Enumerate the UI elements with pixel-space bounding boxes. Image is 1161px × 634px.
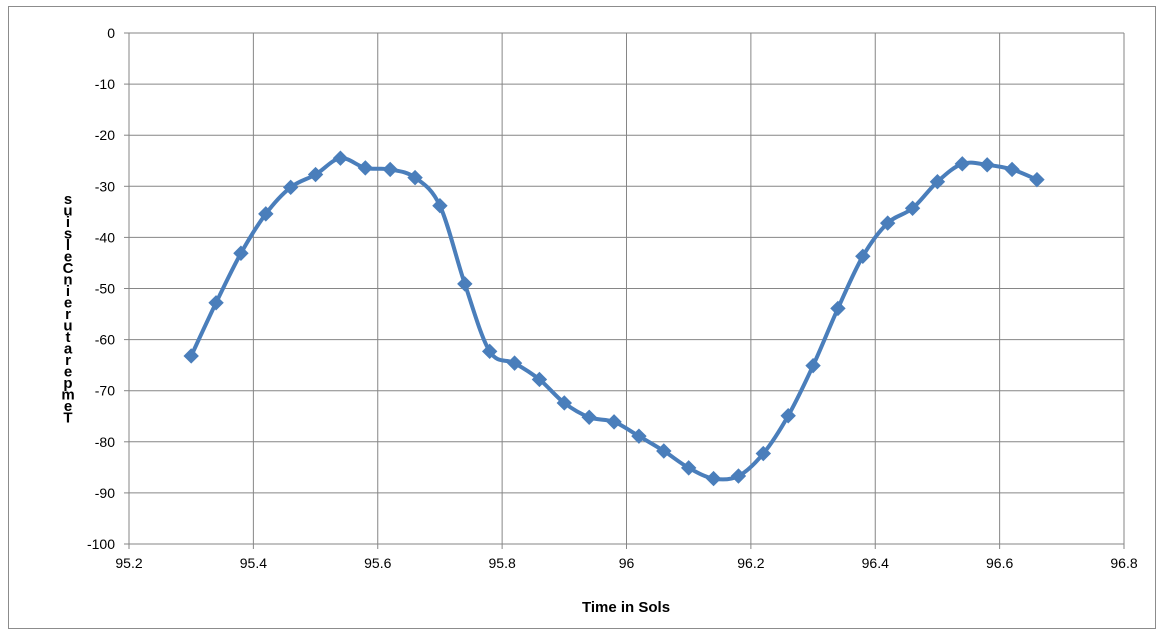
data-point-marker (730, 468, 747, 484)
y-axis-title-char: t (66, 329, 71, 346)
series-markers (183, 150, 1045, 487)
y-axis-title-char: u (63, 203, 72, 220)
y-tick-label: -50 (95, 281, 115, 297)
data-point-marker (233, 245, 249, 261)
y-axis-title-char: u (63, 318, 72, 335)
y-axis-title-char: s (64, 226, 72, 243)
data-point-marker (307, 166, 324, 183)
data-point-marker (432, 198, 448, 214)
y-tick-label: -20 (95, 127, 115, 143)
x-tick-label: 96.8 (1110, 555, 1137, 571)
data-point-marker (357, 160, 374, 176)
data-point-marker (1004, 161, 1020, 178)
y-tick-label: -90 (95, 485, 115, 501)
gridlines (124, 32, 1125, 549)
data-point-marker (680, 460, 697, 476)
data-point-marker (780, 408, 796, 424)
y-axis-title-char: m (61, 387, 74, 404)
y-axis-title-char: C (63, 260, 74, 277)
y-axis-title-char: l (66, 237, 70, 254)
data-point-marker (1029, 171, 1045, 188)
x-tick-label: 95.8 (489, 555, 516, 571)
data-point-marker (581, 409, 597, 425)
y-tick-label: -10 (95, 76, 115, 92)
y-axis-ticks: 0 -10 -20 -30 -40 -50 -60 -70 -80 -90 -100 (87, 25, 115, 552)
y-axis-title-char: i (66, 283, 70, 300)
data-point-marker (656, 443, 672, 459)
data-point-marker (332, 150, 349, 166)
y-tick-label: -30 (95, 178, 115, 194)
y-axis-title-char: a (64, 341, 73, 358)
data-point-marker (382, 161, 398, 178)
data-point-marker (282, 179, 299, 196)
data-point-marker (954, 156, 971, 172)
x-axis-ticks: 95.2 95.4 95.6 95.8 96 96.2 96.4 96.6 96.8 (115, 555, 1137, 571)
x-tick-label: 96.2 (737, 555, 764, 571)
y-tick-label: -70 (95, 383, 115, 399)
y-tick-label: -60 (95, 332, 115, 348)
x-tick-label: 95.6 (364, 555, 391, 571)
data-point-marker (631, 428, 647, 444)
y-tick-label: -80 (95, 434, 115, 450)
chart-frame (8, 6, 1156, 629)
y-axis-title-char: T (63, 410, 72, 427)
y-axis-title-char: r (65, 352, 71, 369)
data-point-marker (979, 157, 995, 173)
data-point-marker (556, 395, 573, 411)
data-point-marker (855, 248, 871, 265)
data-point-marker (531, 371, 548, 388)
y-tick-label: -40 (95, 229, 115, 245)
y-axis-title-char: s (64, 191, 72, 208)
data-point-marker (606, 414, 622, 430)
y-axis-title-char: i (66, 214, 70, 231)
data-point-marker (457, 276, 473, 292)
y-axis-title-char: p (63, 375, 72, 392)
data-point-marker (755, 445, 772, 462)
y-tick-label: 0 (107, 25, 115, 41)
x-tick-label: 96.4 (862, 555, 889, 571)
y-axis-title-char: e (64, 398, 72, 415)
data-point-marker (805, 357, 821, 374)
data-point-marker (407, 169, 423, 186)
y-axis-title-char: e (64, 249, 72, 266)
data-point-marker (830, 300, 846, 317)
x-tick-label: 95.4 (240, 555, 267, 571)
data-point-marker (904, 200, 921, 216)
y-axis-title-char: e (64, 364, 72, 381)
x-tick-label: 95.2 (115, 555, 142, 571)
y-axis-title-char: r (65, 306, 71, 323)
y-axis-title-char: n (63, 272, 72, 289)
data-point-marker (183, 348, 199, 364)
data-point-marker (929, 173, 946, 190)
data-point-marker (506, 355, 523, 371)
x-axis-title: Time in Sols (582, 599, 670, 616)
x-tick-label: 96 (619, 555, 635, 571)
data-point-marker (258, 206, 274, 222)
data-point-marker (481, 343, 498, 360)
data-point-marker (705, 470, 722, 487)
data-point-marker (879, 215, 896, 231)
x-tick-label: 96.6 (986, 555, 1013, 571)
y-axis-title-char: e (64, 295, 72, 312)
y-tick-label: -100 (87, 536, 115, 552)
data-point-marker (208, 295, 224, 311)
